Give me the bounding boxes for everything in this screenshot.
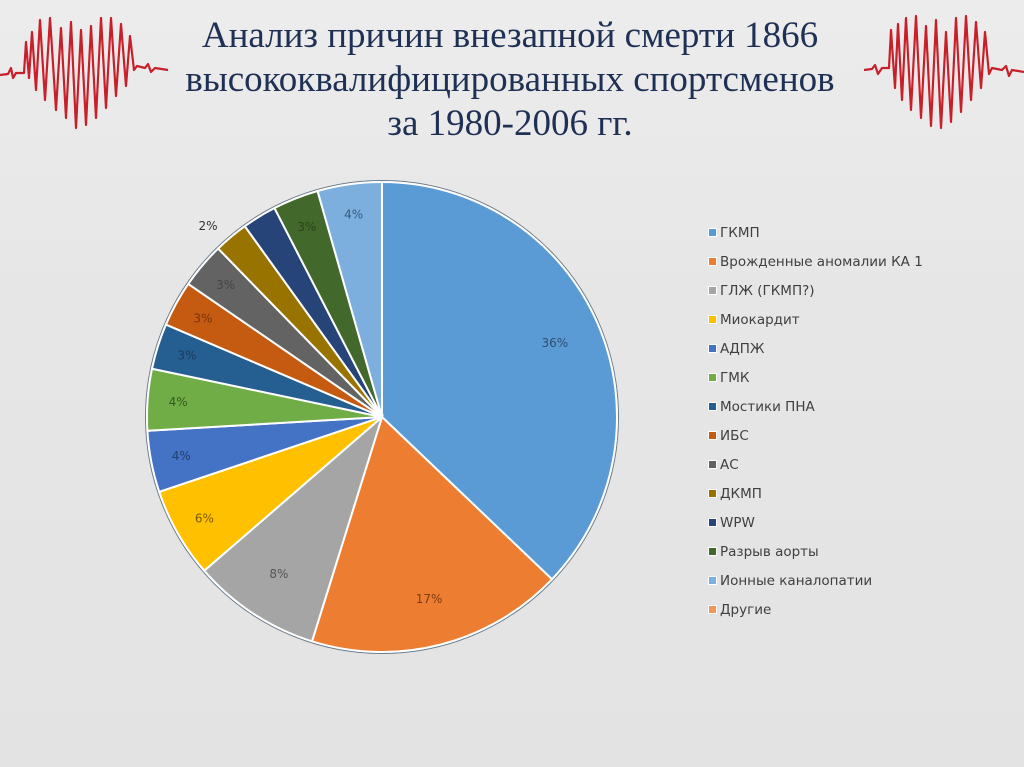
legend-swatch [708,402,717,411]
slice-data-label: 3% [177,349,196,363]
legend-item: АС [708,450,923,479]
pie-slice [202,413,384,643]
legend-label: ДКМП [720,485,762,502]
title-line-2: высококвалифицированных спортсменов [185,59,835,100]
legend-swatch [708,547,717,556]
legend-swatch [708,257,717,266]
legend-label: WPW [720,514,755,531]
slice-data-label: 6% [195,511,214,525]
legend-label: Другие [720,601,772,618]
legend-label: Ионные каналопатии [720,572,873,589]
legend-label: АДПЖ [720,340,765,357]
slice-data-label: 4% [344,208,363,222]
legend-swatch [708,489,717,498]
slice-data-label: 4% [172,449,191,463]
slice-data-label: 36% [542,336,569,350]
legend-swatch [708,460,717,469]
legend-item: WPW [708,508,923,537]
legend-swatch [708,373,717,382]
legend-swatch [708,286,717,295]
legend-item: Ионные каналопатии [708,566,923,595]
slice-data-label: 17% [416,592,443,606]
legend-item: Другие [708,595,923,624]
legend-swatch [708,228,717,237]
legend-label: ГМК [720,369,750,386]
legend-swatch [708,344,717,353]
slice-data-label: 4% [169,395,188,409]
legend-label: Миокардит [720,311,800,328]
legend-item: Миокардит [708,305,923,334]
legend-swatch [708,605,717,614]
chart-title: Анализ причин внезапной смерти 1866 высо… [150,14,870,146]
chart-legend: ГКМП Врожденные аномалии КА 1 ГЛЖ (ГКМП?) М… [708,218,923,624]
legend-label: АС [720,456,739,473]
legend-swatch [708,518,717,527]
pie-outline [145,180,619,654]
legend-swatch [708,576,717,585]
legend-label: ИБС [720,427,749,444]
slice-data-label: 2% [199,219,218,233]
legend-item: ГМК [708,363,923,392]
legend-item: ИБС [708,421,923,450]
pie-slice [381,180,618,581]
legend-label: ГЛЖ (ГКМП?) [720,282,815,299]
slice-data-label: 3% [216,278,235,292]
heartbeat-heart-icon [0,16,169,130]
slice-data-label: 3% [297,220,316,234]
legend-item: Разрыв аорты [708,537,923,566]
legend-item: Мостики ПНА [708,392,923,421]
slice-data-label: 8% [269,567,288,581]
pie-slice [310,415,554,653]
legend-label: Врожденные аномалии КА 1 [720,253,923,270]
slice-data-label: 3% [193,311,212,325]
legend-label: ГКМП [720,224,760,241]
legend-item: ГКМП [708,218,923,247]
legend-label: Разрыв аорты [720,543,819,560]
legend-label: Мостики ПНА [720,398,815,415]
legend-swatch [708,315,717,324]
legend-item: Врожденные аномалии КА 1 [708,247,923,276]
pie-slice [316,180,383,418]
title-line-3: за 1980-2006 гг. [387,103,633,144]
title-line-1: Анализ причин внезапной смерти 1866 [201,15,819,56]
legend-swatch [708,431,717,440]
legend-item: ГЛЖ (ГКМП?) [708,276,923,305]
heartbeat-heart-icon [863,14,1024,130]
legend-item: ДКМП [708,479,923,508]
legend-item: АДПЖ [708,334,923,363]
